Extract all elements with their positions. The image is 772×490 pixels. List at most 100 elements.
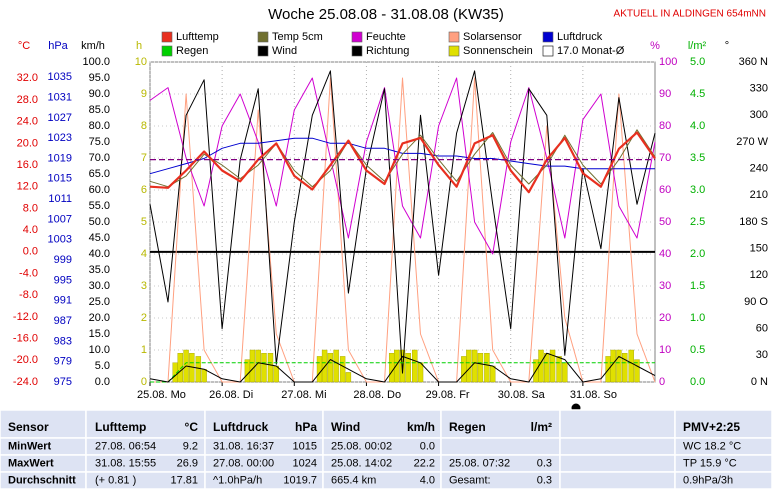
tick-label: 0.0 [690,376,705,388]
sunshine-bar [388,353,395,383]
tick-label: 979 [54,356,72,368]
sunshine-bar [249,349,256,383]
legend-swatch [542,31,554,43]
tick-label: 1.0 [690,312,705,324]
tick-label: 30.0 [89,280,110,292]
sunshine-bar [267,353,274,383]
tick-label: -4.0 [19,267,38,279]
sunshine-bar [484,353,490,383]
x-tick-label: 30.08. Sa [498,389,546,401]
legend-label: Sonnenschein [463,45,533,57]
legend-swatch [257,45,269,57]
table-cell-text: MinWert [8,440,52,452]
table-cell-text: Gesamt: [449,474,491,486]
legend-swatch [161,31,173,43]
table-cell-text: 0.3 [537,474,552,486]
sunshine-bar [201,369,207,383]
tick-label: 2 [141,312,147,324]
table-cell-text: 1015 [293,440,317,452]
table-cell [559,471,676,490]
legend-label: Lufttemp [176,31,219,43]
table-cell [674,471,772,490]
tick-label: 90 O [744,296,768,308]
table-cell-text: 1024 [293,457,317,469]
x-tick-label: 29.08. Fr [426,389,470,401]
tick-label: 40 [659,248,671,260]
sunshine-bar [622,353,628,383]
tick-label: 4.5 [690,88,705,100]
tick-label: 50 [659,216,671,228]
tick-label: 999 [54,254,72,266]
tick-label: 95.0 [89,72,110,84]
series-line [149,131,656,194]
table-cell [674,409,772,439]
tick-label: 15.0 [89,328,110,340]
table-header: Lufttemp [95,420,146,434]
tick-label: 180 S [739,216,768,228]
series-line [149,77,656,255]
tick-label: 80.0 [89,120,110,132]
legend-label: Richtung [366,45,409,57]
tick-label: 10.0 [89,344,110,356]
table-cell-text: (+ 0.81 ) [95,474,136,486]
tick-label: 991 [54,295,72,307]
table-cell-text: 4.0 [420,474,435,486]
tick-label: 6 [141,184,147,196]
tick-label: -24.0 [13,376,38,388]
tick-label: 1019 [48,152,72,164]
tick-label: -16.0 [13,333,38,345]
table-cell-text: 31.08. 16:37 [213,440,274,452]
tick-label: 4.0 [690,120,705,132]
tick-label: 1031 [48,91,72,103]
tick-label: 7 [141,152,147,164]
chart-title: Woche 25.08.08 - 31.08.08 (KW35) [268,6,504,23]
legend-swatch [161,45,173,57]
tick-label: 20.0 [17,137,38,149]
x-tick-label: 31.08. So [570,389,617,401]
table-header: l/m² [531,420,552,434]
legend-swatch [542,45,554,57]
tick-label: 5.0 [690,56,705,68]
sunshine-bar [549,349,556,383]
legend-label: Luftdruck [557,31,603,43]
table-header: Luftdruck [213,420,269,434]
sunshine-bar [333,349,339,383]
tick-label: 100.0 [82,56,110,68]
sunshine-bar [544,353,550,383]
table-cell-text: 27.08. 00:00 [213,457,274,469]
tick-label: 330 [750,83,768,95]
tick-label: 90 [659,88,671,100]
tick-label: 90.0 [89,88,110,100]
tick-label: 5.0 [95,360,110,372]
tick-label: -8.0 [19,289,38,301]
tick-label: 10 [135,56,147,68]
tick-label: 85.0 [89,104,110,116]
table-cell-text: Durchschnitt [8,474,76,486]
tick-label: 150 [750,243,768,255]
series-line [149,137,655,175]
tick-label: 9 [141,88,147,100]
table-header: PMV+2:25 [683,420,740,434]
table-cell [440,409,561,439]
tick-label: 1035 [48,71,72,83]
tick-label: 55.0 [89,200,110,212]
sunshine-bar [556,356,562,383]
legend-swatch [257,31,269,43]
table-cell-text: 25.08. 07:32 [449,457,510,469]
sunshine-bar [316,356,323,383]
sunshine-bar [177,353,184,383]
table-cell-text: 22.2 [414,457,435,469]
table-cell-text: 1019.7 [283,474,317,486]
tick-label: 1.5 [690,280,705,292]
sunshine-bar [321,349,328,383]
tick-label: 40.0 [89,248,110,260]
axis-title: °C [18,40,30,52]
tick-label: 65.0 [89,168,110,180]
table-cell [559,409,676,439]
sunshine-bar [628,349,634,383]
tick-label: 983 [54,335,72,347]
table-header: Wind [331,420,360,434]
tick-label: 360 N [739,56,768,68]
series-line [149,129,656,188]
